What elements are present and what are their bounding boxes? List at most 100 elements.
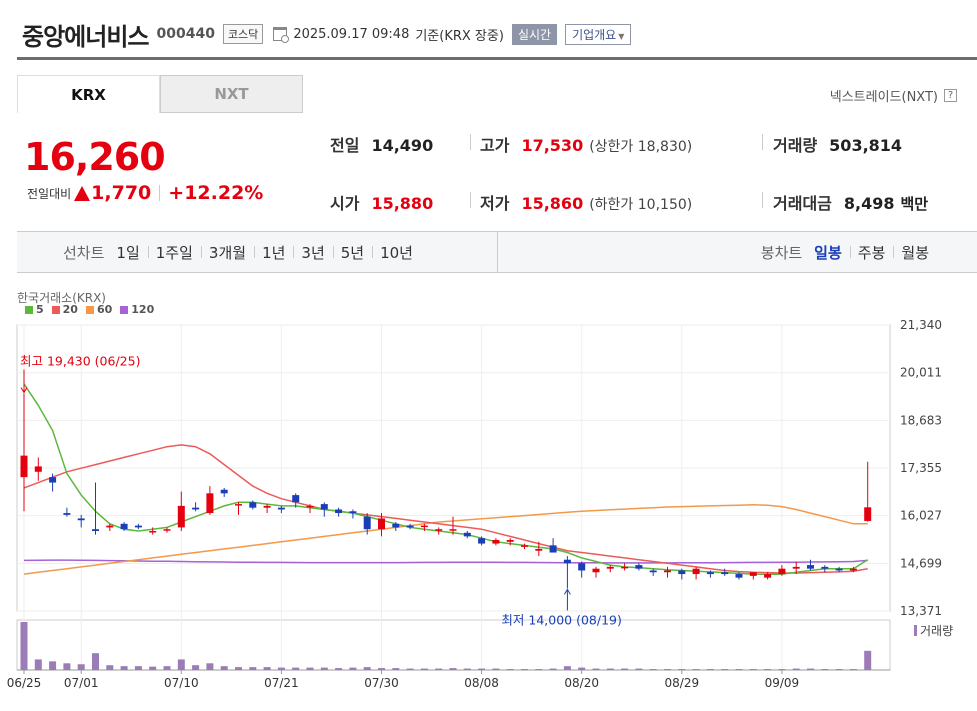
x-tick-label: 08/20 [564, 676, 599, 690]
candle-body [378, 518, 385, 530]
candle-body [163, 529, 171, 531]
volume-bar [20, 622, 28, 670]
legend-item-ma120[interactable]: 120 [120, 303, 154, 316]
line-chart-periods: 선차트 1일 1주일 3개월 1년 3년 5년 10년 [17, 232, 498, 272]
candle-body [492, 539, 500, 544]
volume-bar [192, 665, 200, 670]
volume-bar [263, 667, 271, 670]
header-divider [17, 57, 977, 60]
period-1w[interactable]: 1주일 [147, 242, 201, 263]
candle-body [192, 507, 200, 510]
volume-bar [492, 668, 500, 670]
y-tick-label: 14,699 [900, 556, 942, 570]
stat-sub: (하한가 10,150) [589, 197, 693, 213]
volume-bar [849, 669, 857, 670]
stat-divider [762, 192, 763, 208]
candle-body [206, 493, 214, 514]
price-change: 전일대비 1,770 +12.22% [27, 182, 263, 204]
period-3m[interactable]: 3개월 [200, 242, 254, 263]
nextrade-link[interactable]: 넥스트레이드(NXT) ? [830, 86, 957, 105]
tab-nxt[interactable]: NXT [160, 75, 303, 113]
legend-item-ma5[interactable]: 5 [25, 303, 44, 316]
period-5y[interactable]: 5년 [332, 242, 372, 263]
line-chart-label: 선차트 [63, 243, 105, 262]
candle-body [249, 502, 257, 508]
chart-canvas[interactable]: 21,340 20,011 18,683 17,355 16,027 14,699 13,3… [0, 280, 977, 711]
candle-body [277, 507, 285, 510]
candle-body [664, 570, 671, 573]
volume-bar [778, 669, 786, 670]
candle-monthly[interactable]: 월봉 [893, 242, 937, 263]
legend-label: 20 [62, 303, 78, 316]
stat-label: 저가 [480, 194, 510, 213]
candle-daily[interactable]: 일봉 [814, 243, 842, 262]
candle-body [578, 563, 586, 571]
realtime-button[interactable]: 실시간 [511, 23, 558, 45]
volume-bar [664, 669, 671, 670]
candle-body [478, 538, 486, 544]
candle-body [220, 489, 228, 494]
quote-stats: 전일 14,490 고가 17,530 (상한가 18,830) 거래량 503… [330, 122, 970, 222]
company-overview-dropdown[interactable]: 기업개요 ▼ [565, 23, 632, 45]
period-10y[interactable]: 10년 [372, 242, 421, 263]
x-tick-label: 09/09 [765, 676, 800, 690]
y-tick-label: 21,340 [900, 318, 942, 332]
candle-body [406, 525, 414, 528]
stat-unit: 백만 [900, 195, 929, 213]
tab-krx[interactable]: KRX [17, 75, 160, 113]
period-3y[interactable]: 3년 [293, 242, 332, 263]
timestamp-note: 기준(KRX 장중) [415, 28, 504, 44]
calendar-clock-icon [273, 27, 290, 43]
company-overview-label: 기업개요 [572, 27, 617, 42]
volume-bar [392, 668, 400, 670]
stat-label: 거래량 [773, 136, 818, 155]
candle-body [134, 525, 142, 528]
candle-body [606, 566, 614, 569]
volume-bar [821, 669, 829, 670]
candle-body [177, 505, 185, 528]
help-icon[interactable]: ? [944, 89, 957, 102]
candle-body [106, 525, 114, 528]
volume-bar [549, 668, 557, 670]
candle-body [149, 531, 157, 533]
candle-body [692, 568, 700, 575]
period-1d[interactable]: 1일 [116, 243, 140, 262]
candle-body [778, 568, 786, 575]
legend-item-ma60[interactable]: 60 [85, 303, 112, 316]
candle-body [335, 509, 343, 514]
x-tick-label: 07/30 [364, 676, 399, 690]
stock-chart[interactable]: 한국거래소(KRX) 5 20 60 120 21,340 20,011 18,683 17… [0, 280, 977, 711]
volume-bar [635, 668, 643, 670]
stat-divider [470, 134, 471, 150]
volume-bar [792, 668, 800, 670]
candle-weekly[interactable]: 주봉 [849, 242, 894, 263]
lower-limit-value: 10,150 [637, 197, 687, 213]
period-1y[interactable]: 1년 [254, 242, 293, 263]
volume-bar [521, 669, 528, 670]
legend-item-ma20[interactable]: 20 [51, 303, 78, 316]
volume-bar [678, 669, 686, 670]
volume-bar [106, 665, 114, 670]
ma120-line [23, 559, 868, 564]
volume-bar [220, 666, 228, 670]
stat-label: 전일 [330, 136, 360, 155]
candle-body [749, 572, 757, 576]
y-tick-label: 20,011 [900, 366, 942, 380]
x-tick-label: 06/25 [7, 676, 42, 690]
x-tick-label: 07/01 [64, 676, 99, 690]
volume-bar [406, 668, 414, 670]
x-tick-label: 08/29 [665, 676, 700, 690]
volume-bar [578, 667, 586, 670]
candle-body [292, 495, 300, 503]
stat-prev-close: 전일 14,490 [330, 132, 433, 156]
volume-bar [807, 668, 814, 670]
candle-body [535, 548, 543, 551]
candle-body [363, 516, 371, 530]
volume-bar [764, 669, 772, 670]
legend-label: 120 [131, 303, 155, 316]
volume-bar [277, 667, 285, 670]
legend-swatch [51, 305, 60, 314]
volume-bar [63, 663, 71, 670]
volume-bar [363, 667, 371, 670]
volume-bar [735, 669, 743, 670]
